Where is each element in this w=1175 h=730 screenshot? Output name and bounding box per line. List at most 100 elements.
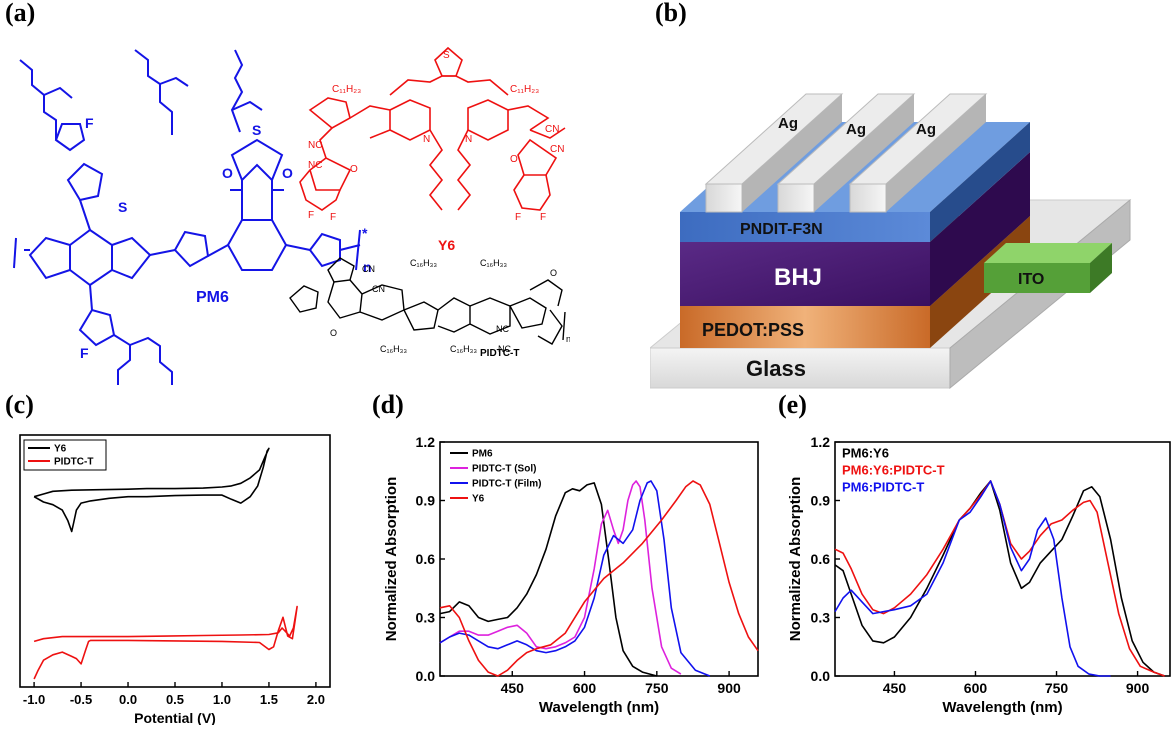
y-tick-label: 0.3 bbox=[416, 610, 436, 626]
pm6-sulfur-1: S bbox=[118, 199, 127, 215]
panel-label-e: (e) bbox=[778, 390, 807, 419]
y-axis-label: Normalized Absorption bbox=[787, 477, 804, 641]
x-tick-label: -1.0 bbox=[23, 692, 45, 707]
ag-label-2: Ag bbox=[846, 121, 866, 138]
pidtc-repeat-n: n bbox=[566, 334, 570, 344]
y-tick-label: 0.0 bbox=[811, 668, 831, 684]
pm6-sulfur-2: S bbox=[252, 122, 261, 138]
y6-sulfur-top: S bbox=[443, 50, 450, 61]
device-schematic: Glass PEDOT:PSS ITO BHJ PNDIT-F3N A bbox=[650, 93, 1132, 390]
ito-layer: ITO bbox=[984, 243, 1112, 293]
structures-panel: F F S S O O n * PM6 S C₁₁H₂₃ C₁₁H₂₃ NC N… bbox=[13, 46, 570, 385]
y6-fluorine-3: F bbox=[515, 212, 521, 223]
series-line-pidtc-t-sol- bbox=[439, 480, 682, 675]
y6-structure bbox=[299, 46, 566, 211]
x-axis-label: Potential (V) bbox=[134, 710, 216, 725]
y6-cn-left-1: NC bbox=[308, 140, 322, 151]
series-line-pm6-y6 bbox=[834, 480, 1165, 677]
y6-c11-right: C₁₁H₂₃ bbox=[510, 84, 539, 95]
pidtc-c16-4: C₁₆H₃₃ bbox=[450, 344, 477, 354]
x-axis-label: Wavelength (nm) bbox=[942, 699, 1062, 716]
bhj-layer: BHJ bbox=[680, 152, 1030, 306]
y-tick-label: 0.9 bbox=[416, 493, 436, 509]
y-tick-label: 1.2 bbox=[811, 434, 831, 450]
pidtc-oxygen-1: O bbox=[330, 328, 337, 338]
absorption-chart-d: 450 600 750 900 0.0 0.3 0.6 0.9 1.2 Wavelength (n… bbox=[383, 434, 759, 716]
pidtc-cn-1: CN bbox=[362, 264, 375, 274]
series-line-y6 bbox=[439, 480, 759, 677]
panel-label-a: (a) bbox=[5, 0, 36, 27]
x-tick-label: 450 bbox=[883, 680, 907, 696]
legend-box bbox=[23, 439, 107, 471]
cv-chart: -1.0 -0.5 0.0 0.5 1.0 1.5 2.0 Potential (V) Y6 PI… bbox=[19, 434, 331, 725]
y6-cn-right-2: CN bbox=[550, 144, 564, 155]
x-tick-label: 450 bbox=[501, 680, 525, 696]
pm6-oxygen-2: O bbox=[282, 165, 293, 181]
pm6-repeat-star: * bbox=[362, 225, 368, 241]
pidtc-nc-2: NC bbox=[498, 344, 511, 354]
pm6-label: PM6 bbox=[196, 289, 229, 306]
pidtc-structure bbox=[289, 257, 566, 345]
pidtc-c16-3: C₁₆H₃₃ bbox=[380, 344, 407, 354]
legend-label: PM6:PIDTC-T bbox=[842, 479, 924, 494]
x-tick-label: 1.0 bbox=[213, 692, 231, 707]
pidtc-cn-2: CN bbox=[372, 284, 385, 294]
y6-oxygen-1: O bbox=[350, 164, 358, 175]
pidtc-c16-1: C₁₆H₃₃ bbox=[410, 258, 437, 268]
x-tick-label: 900 bbox=[1126, 680, 1150, 696]
plot-frame bbox=[439, 441, 759, 677]
pndit-label: PNDIT-F3N bbox=[740, 221, 823, 238]
bhj-label: BHJ bbox=[774, 264, 822, 291]
x-axis-label: Wavelength (nm) bbox=[539, 699, 659, 716]
y-tick-label: 0.3 bbox=[811, 610, 831, 626]
pm6-fluorine-top: F bbox=[85, 115, 94, 131]
legend-label: PIDTC-T bbox=[54, 456, 93, 467]
x-tick-label: 750 bbox=[645, 680, 669, 696]
series-line-pidtc-t-film- bbox=[439, 480, 711, 677]
x-tick-label: 2.0 bbox=[307, 692, 325, 707]
legend-label: PIDTC-T (Film) bbox=[472, 478, 541, 489]
series-line-pm6-pidtc-t bbox=[834, 480, 1111, 677]
panel-label-d: (d) bbox=[372, 390, 404, 419]
series-line-pidtc-t bbox=[33, 605, 298, 680]
series-line-pm6 bbox=[439, 482, 658, 677]
pidtc-label: PIDTC-T bbox=[480, 348, 519, 359]
legend-label: PM6 bbox=[472, 448, 493, 459]
y6-nitrogen-1: N bbox=[423, 134, 430, 145]
ag-label-3: Ag bbox=[916, 121, 936, 138]
x-tick-label: 0.0 bbox=[119, 692, 137, 707]
pm6-structure bbox=[13, 49, 361, 385]
y6-c11-left: C₁₁H₂₃ bbox=[332, 84, 361, 95]
ag-label-1: Ag bbox=[778, 115, 798, 132]
y-axis-label: Normalized Absorption bbox=[383, 477, 400, 641]
x-tick-label: 0.5 bbox=[166, 692, 184, 707]
y6-fluorine-2: F bbox=[330, 212, 336, 223]
y6-fluorine-1: F bbox=[308, 210, 314, 221]
x-tick-label: 900 bbox=[717, 680, 741, 696]
legend-label: PIDTC-T (Sol) bbox=[472, 463, 536, 474]
x-tick-label: 1.5 bbox=[260, 692, 278, 707]
series-line-y6 bbox=[33, 447, 270, 533]
absorption-chart-e: 450 600 750 900 0.0 0.3 0.6 0.9 1.2 Wavelength (n… bbox=[787, 434, 1171, 716]
pidtc-nc-1: NC bbox=[496, 324, 509, 334]
x-tick-label: 750 bbox=[1045, 680, 1069, 696]
pedot-label: PEDOT:PSS bbox=[702, 320, 804, 340]
y6-nitrogen-2: N bbox=[465, 134, 472, 145]
plot-frame bbox=[19, 434, 331, 688]
panel-label-b: (b) bbox=[655, 0, 687, 27]
legend-label: Y6 bbox=[472, 493, 485, 504]
y-tick-label: 0.6 bbox=[811, 551, 831, 567]
y6-cn-right-1: CN bbox=[545, 124, 559, 135]
ito-label: ITO bbox=[1018, 271, 1044, 288]
series-line-pm6-y6-pidtc-t bbox=[834, 480, 1165, 677]
y-tick-label: 0.6 bbox=[416, 551, 436, 567]
x-tick-label: -0.5 bbox=[70, 692, 92, 707]
x-tick-label: 600 bbox=[964, 680, 988, 696]
y-tick-label: 0.0 bbox=[416, 668, 436, 684]
pm6-repeat-n: n bbox=[363, 259, 372, 275]
legend-label: PM6:Y6:PIDTC-T bbox=[842, 462, 945, 477]
x-tick-label: 600 bbox=[573, 680, 597, 696]
legend-label: PM6:Y6 bbox=[842, 445, 889, 460]
pm6-fluorine-bottom: F bbox=[80, 345, 89, 361]
y6-label: Y6 bbox=[438, 237, 455, 253]
